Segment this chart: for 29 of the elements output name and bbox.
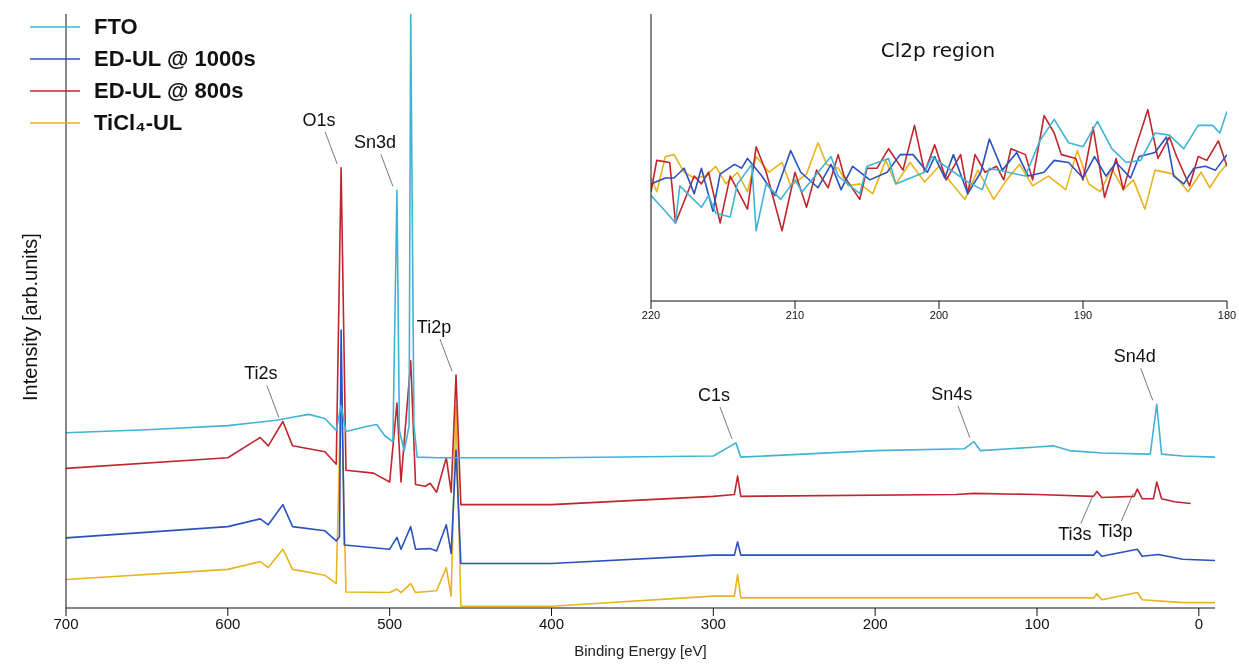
x-tick-label: 190	[1073, 308, 1093, 321]
x-tick-label: 700	[53, 614, 79, 632]
x-axis-title: Binding Energy [eV]	[574, 642, 707, 659]
x-tick-label: 0	[1194, 614, 1203, 632]
x-tick-label: 600	[215, 614, 241, 632]
annotation: C1s	[697, 384, 730, 405]
x-tick-label: 200	[862, 614, 888, 632]
annotation: O1s	[302, 109, 336, 130]
x-tick-label: 100	[1024, 614, 1050, 632]
annotation: Sn3d	[353, 132, 396, 153]
annotation: Ti3s	[1058, 523, 1092, 544]
x-tick-label: 200	[929, 308, 949, 321]
legend-label: FTO	[94, 14, 138, 40]
x-tick-label: 220	[641, 308, 661, 321]
x-tick-label: 300	[700, 614, 726, 632]
x-tick-label: 400	[538, 614, 565, 632]
annotation: Ti2p	[416, 317, 452, 338]
y-axis-title: Intensity [arb.units]	[19, 233, 42, 401]
annotation: Sn4s	[931, 383, 973, 404]
x-tick-label: 180	[1217, 308, 1237, 321]
legend-label: ED-UL @ 1000s	[94, 46, 256, 72]
annotation: Ti3p	[1098, 521, 1133, 542]
legend-label: TiCl₄-UL	[94, 110, 183, 136]
chart-title: Cl2p region	[879, 38, 997, 62]
annotation: Ti2s	[244, 363, 278, 384]
x-tick-label: 500	[377, 614, 403, 632]
legend-label: ED-UL @ 800s	[94, 78, 244, 104]
annotation: Sn4d	[1113, 346, 1156, 367]
x-tick-label: 210	[785, 308, 805, 321]
